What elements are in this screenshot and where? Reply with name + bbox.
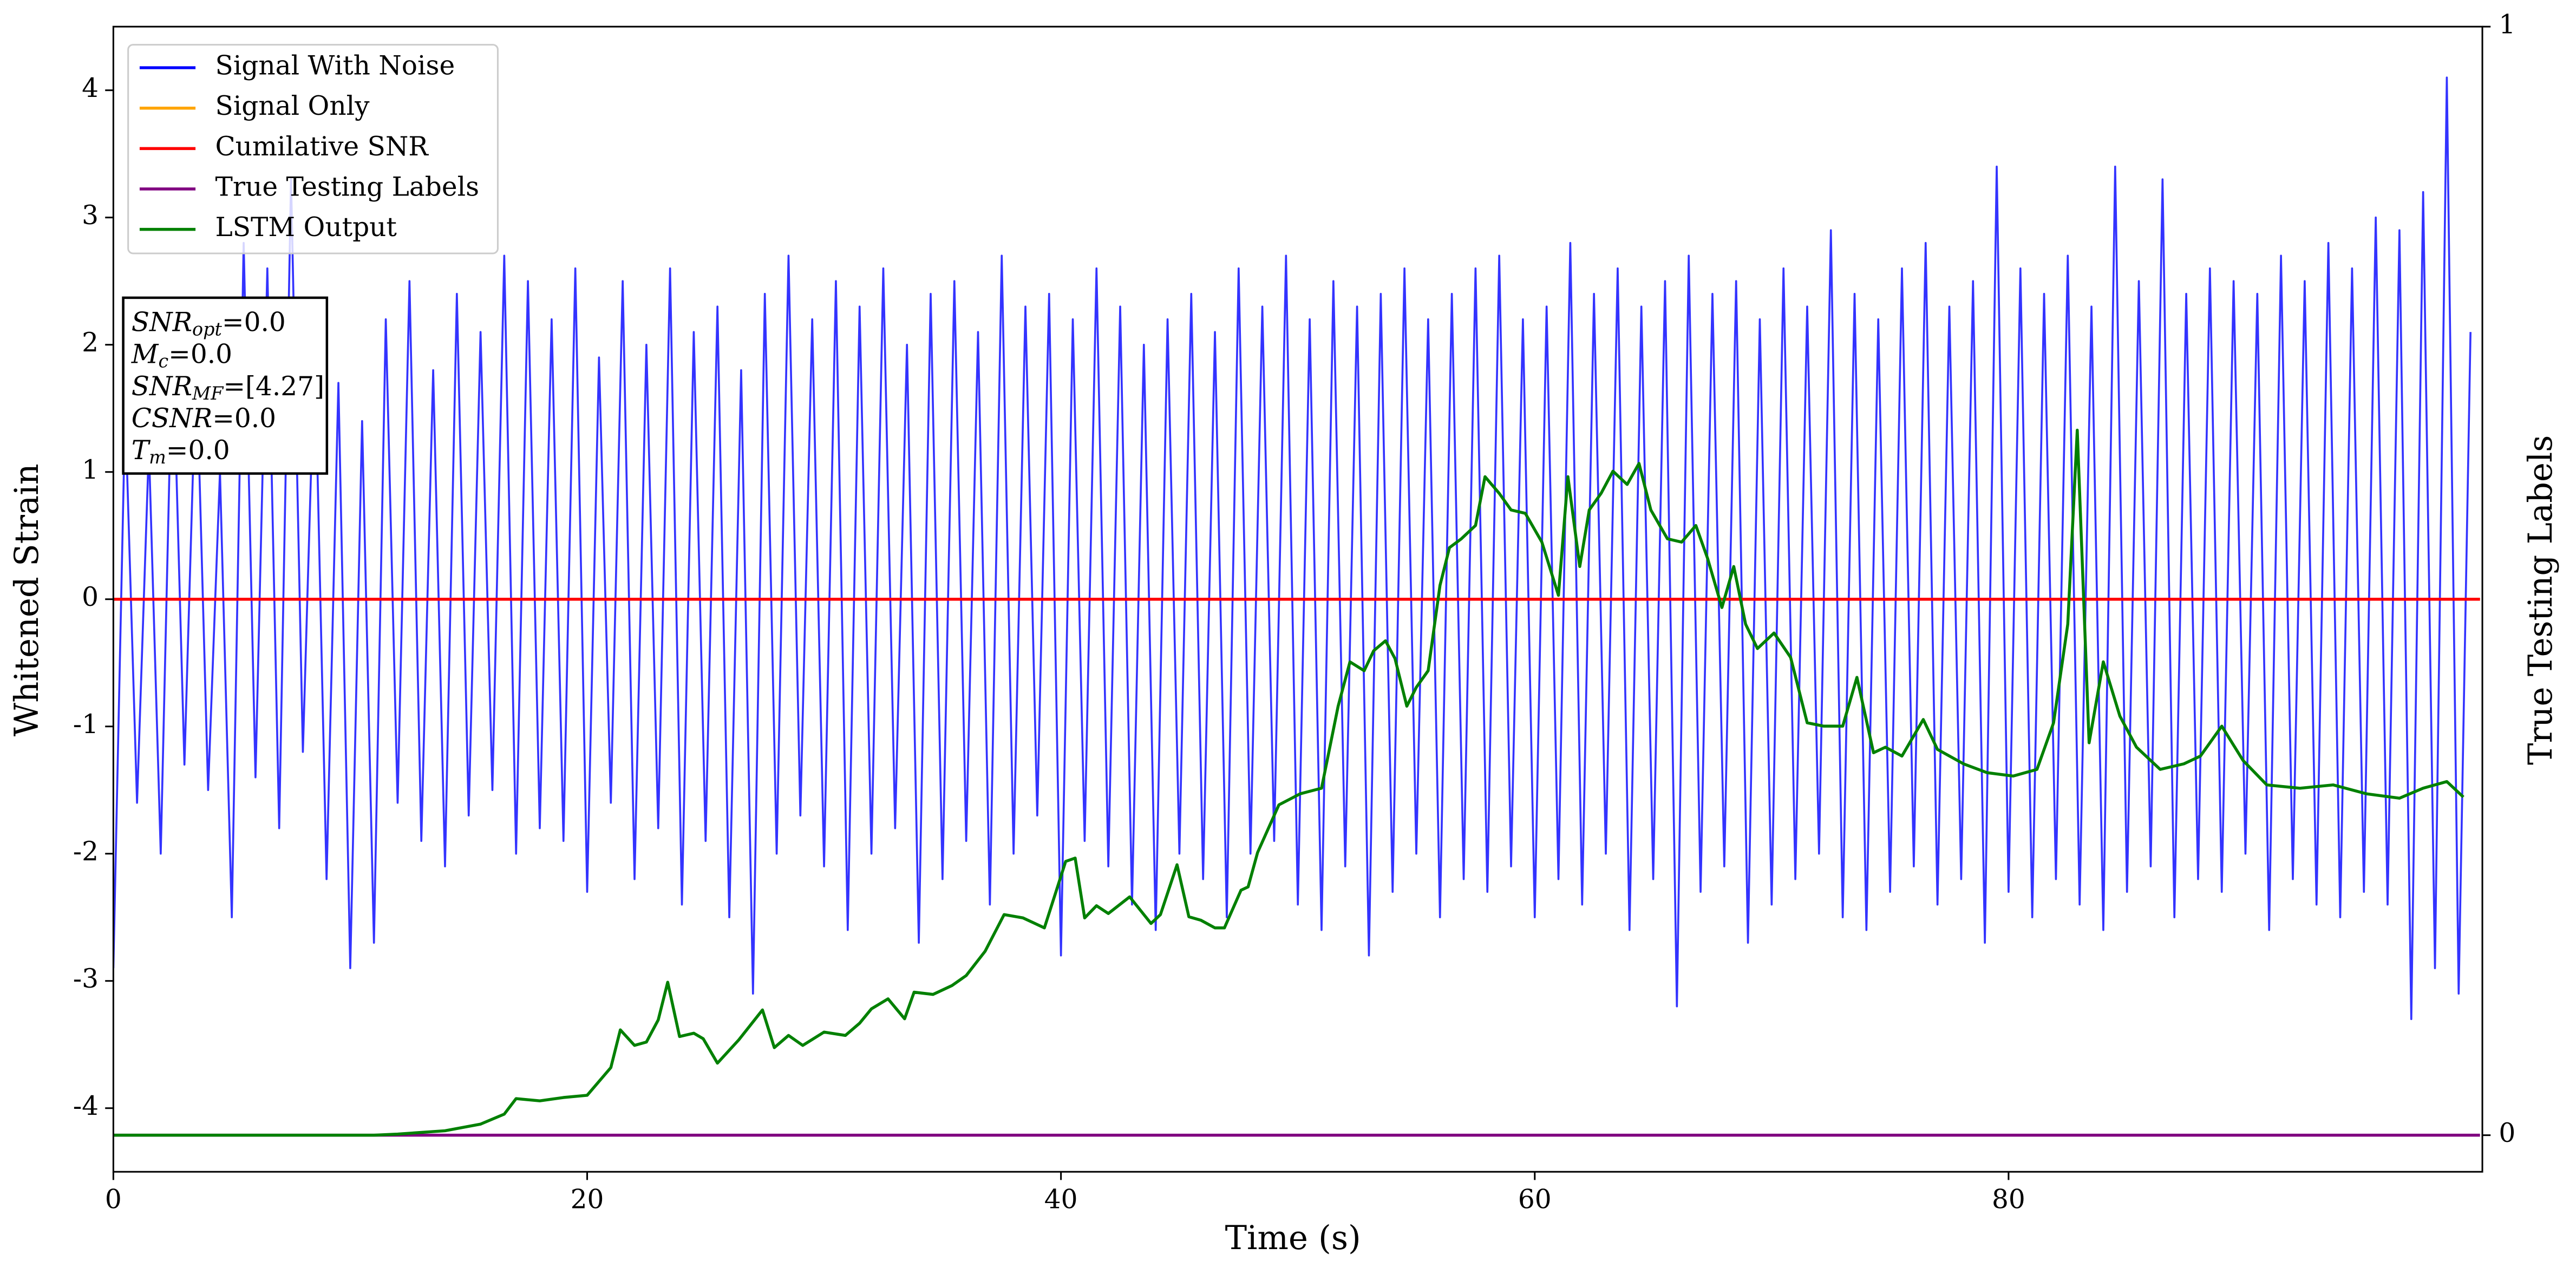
legend-label: LSTM Output <box>215 212 397 243</box>
annotation-value: =0.0 <box>222 307 286 337</box>
annotation-value: =0.0 <box>168 339 232 369</box>
legend-label: Signal Only <box>215 91 370 121</box>
x-tick-label: 40 <box>1044 1184 1078 1214</box>
annotation-symbol: SNR <box>132 307 192 337</box>
y-tick-label: 1 <box>82 455 99 485</box>
legend-label: True Testing Labels <box>215 172 480 202</box>
y-tick-label: -4 <box>73 1091 99 1121</box>
annotation-value: =0.0 <box>212 403 276 433</box>
y-tick-label: 0 <box>82 582 99 612</box>
legend-box <box>127 44 499 254</box>
y-tick-label: -1 <box>73 709 99 740</box>
annotation-symbol: CSNR <box>132 403 212 433</box>
y-tick-label: 3 <box>82 200 99 231</box>
y2-tick-label: 0 <box>2499 1118 2515 1148</box>
x-tick-label: 20 <box>571 1184 604 1214</box>
annotation-value: =[4.27] <box>223 371 324 401</box>
annotation-symbol: SNR <box>132 371 192 401</box>
x-tick-label: 80 <box>1992 1184 2025 1214</box>
y-tick-label: 2 <box>82 328 99 358</box>
annotation-symbol: T <box>132 435 151 466</box>
annotation-value: =0.0 <box>166 435 230 466</box>
legend-label: Cumilative SNR <box>215 132 429 162</box>
plot-lines <box>113 76 2480 1137</box>
legend: Signal With Noise Signal Only Cumilative S… <box>127 44 499 254</box>
legend-label: Signal With Noise <box>215 51 455 81</box>
annotation-symbol: M <box>131 339 159 369</box>
annotation-subscript: m <box>149 447 166 468</box>
series-line <box>113 428 2464 1137</box>
annotation-subscript: c <box>158 351 168 372</box>
y-axis-label: Whitened Strain <box>8 463 46 736</box>
annotation-line: CSNR=0.0 <box>132 403 276 433</box>
annotation-line: Tm=0.0 <box>132 435 230 468</box>
annotation-subscript: opt <box>192 319 222 340</box>
series-line <box>113 76 2472 1021</box>
y2-axis-label: True Testing Labels <box>2522 435 2560 765</box>
annotation-line: SNRMF=[4.27] <box>132 371 324 404</box>
y-tick-label: -3 <box>73 964 99 994</box>
annotation-line: SNRopt=0.0 <box>132 307 286 340</box>
x-tick-label: 0 <box>105 1184 122 1214</box>
annotation-line: Mc=0.0 <box>131 339 232 372</box>
annotation-subscript: MF <box>192 383 224 404</box>
y-tick-label: 4 <box>82 73 99 103</box>
y2-tick-label: 1 <box>2499 10 2515 40</box>
x-axis-label: Time (s) <box>1225 1219 1361 1257</box>
y-tick-label: -2 <box>73 837 99 867</box>
annotation: SNRopt=0.0Mc=0.0SNRMF=[4.27]CSNR=0.0Tm=0… <box>122 296 329 475</box>
annotation-box <box>122 296 329 475</box>
x-tick-label: 60 <box>1518 1184 1552 1214</box>
